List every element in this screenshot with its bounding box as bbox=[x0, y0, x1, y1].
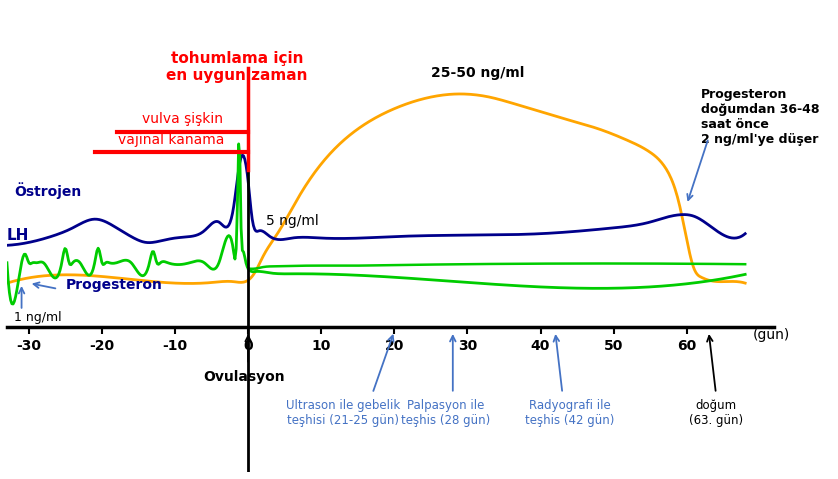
Text: Ovulasyon: Ovulasyon bbox=[204, 370, 285, 384]
Text: LH: LH bbox=[7, 228, 29, 242]
Text: Progesteron
doğumdan 36-48
saat önce
2 ng/ml'ye düşer: Progesteron doğumdan 36-48 saat önce 2 n… bbox=[701, 88, 820, 147]
Text: Progesteron: Progesteron bbox=[65, 278, 163, 292]
Text: doğum
(63. gün): doğum (63. gün) bbox=[689, 399, 743, 427]
Text: (gün): (gün) bbox=[753, 329, 789, 342]
Text: 5 ng/ml: 5 ng/ml bbox=[266, 214, 319, 228]
Text: Ultrason ile gebelik
teşhisi (21-25 gün): Ultrason ile gebelik teşhisi (21-25 gün) bbox=[286, 399, 401, 427]
Text: Östrojen: Östrojen bbox=[14, 182, 81, 199]
Text: tohumlama için
en uygun zaman: tohumlama için en uygun zaman bbox=[167, 51, 308, 83]
Text: Radyografi ile
teşhis (42 gün): Radyografi ile teşhis (42 gün) bbox=[525, 399, 614, 427]
Text: vulva şişkin: vulva şişkin bbox=[142, 112, 223, 126]
Text: Palpasyon ile
teşhis (28 gün): Palpasyon ile teşhis (28 gün) bbox=[401, 399, 490, 427]
Text: vajinal kanama: vajinal kanama bbox=[118, 133, 225, 147]
Text: 1 ng/ml: 1 ng/ml bbox=[14, 311, 62, 324]
Text: 25-50 ng/ml: 25-50 ng/ml bbox=[431, 66, 525, 80]
